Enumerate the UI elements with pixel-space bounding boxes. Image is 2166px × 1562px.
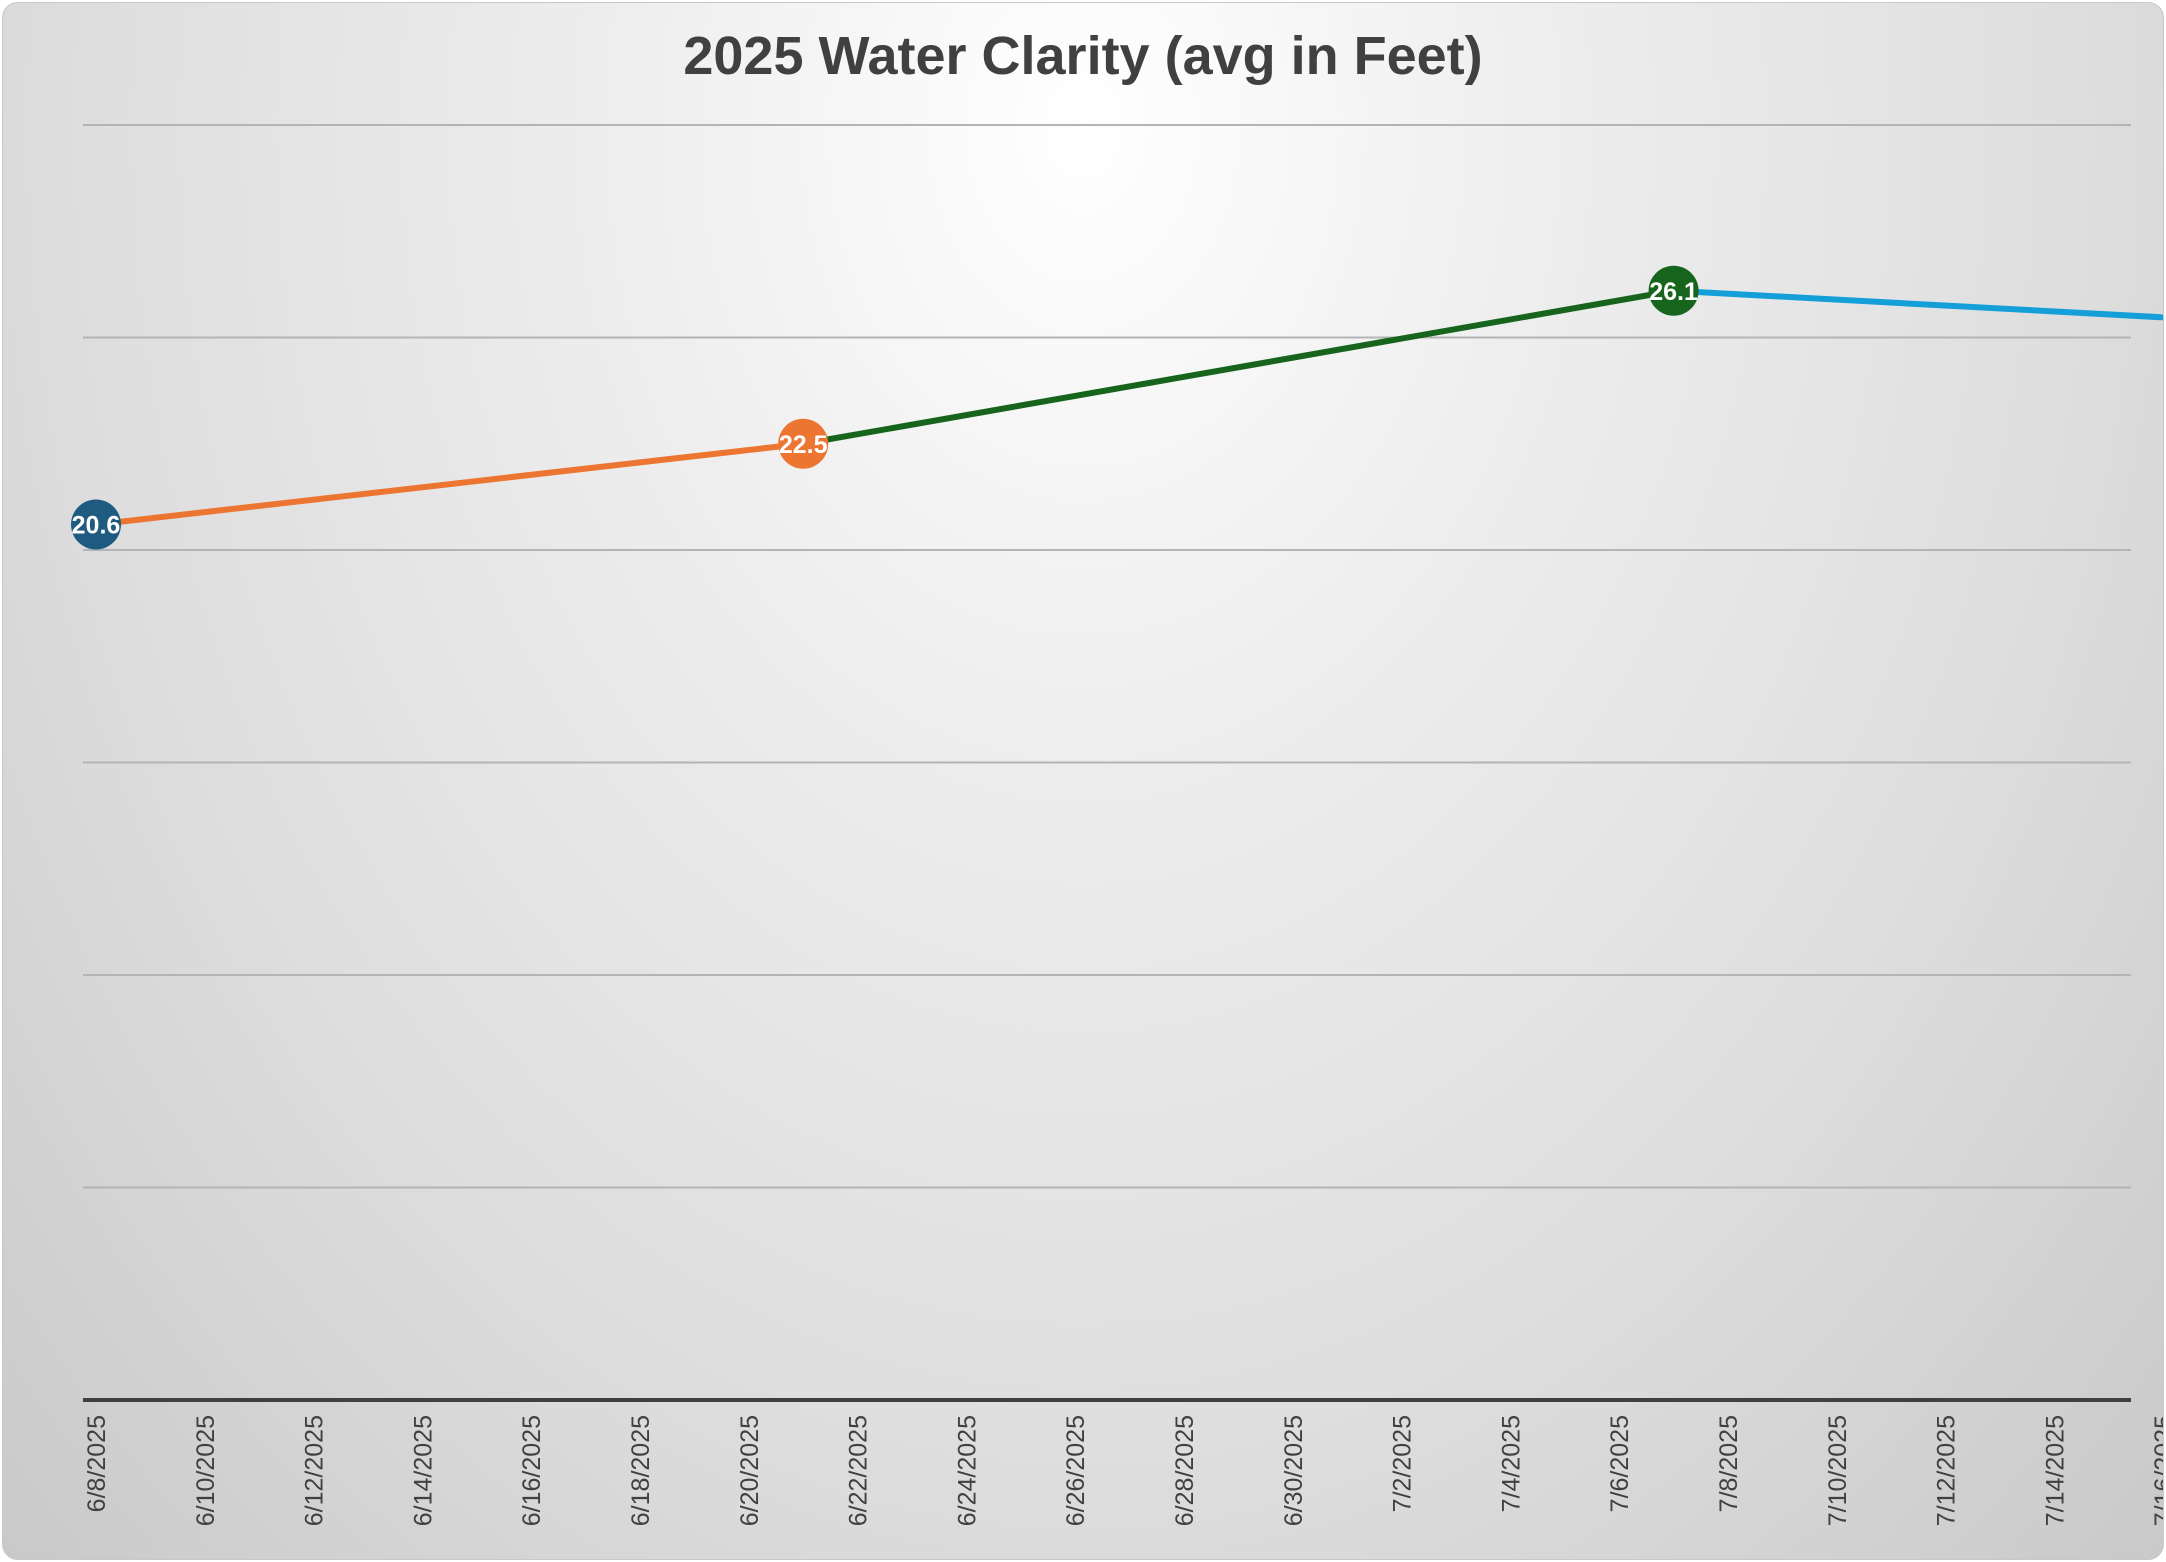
x-tick-label: 6/24/2025	[953, 1415, 981, 1526]
x-tick-label: 7/8/2025	[1715, 1415, 1743, 1512]
x-tick-label: 6/16/2025	[518, 1415, 546, 1526]
x-tick-label: 7/4/2025	[1497, 1415, 1525, 1512]
data-point-marker	[778, 418, 829, 469]
chart-title: 2025 Water Clarity (avg in Feet)	[683, 26, 1483, 86]
data-label: 26.1	[1649, 278, 1698, 306]
data-label: 22.5	[779, 431, 828, 459]
series-lines	[93, 287, 2163, 528]
x-tick-labels: 6/8/2025 6/10/2025 6/12/2025 6/14/2025 6/16/…	[83, 1415, 2163, 1526]
x-tick-label: 6/12/2025	[301, 1415, 329, 1526]
gridlines	[83, 124, 2131, 1189]
series-segment	[93, 440, 807, 528]
x-tick-label: 7/2/2025	[1389, 1415, 1417, 1512]
x-tick-label: 6/30/2025	[1280, 1415, 1308, 1526]
line-chart: 6/8/2025 6/10/2025 6/12/2025 6/14/2025 6/16/…	[71, 124, 2163, 1526]
x-tick-label: 6/14/2025	[409, 1415, 437, 1526]
series-segment	[1670, 287, 2163, 321]
data-point-marker	[71, 499, 121, 550]
x-tick-label: 6/10/2025	[192, 1415, 220, 1526]
x-tick-label: 6/26/2025	[1062, 1415, 1090, 1526]
x-tick-label: 7/16/2025	[2150, 1415, 2163, 1526]
data-label: 20.6	[72, 512, 121, 540]
x-tick-label: 6/20/2025	[736, 1415, 764, 1526]
x-tick-label: 6/8/2025	[83, 1415, 111, 1512]
x-tick-label: 7/6/2025	[1606, 1415, 1634, 1512]
x-tick-label: 7/12/2025	[1933, 1415, 1961, 1526]
data-point-marker	[1648, 265, 1699, 316]
x-tick-label: 7/10/2025	[1824, 1415, 1852, 1526]
series-segment	[800, 287, 1677, 447]
x-tick-label: 7/14/2025	[2041, 1415, 2069, 1526]
x-tick-label: 6/28/2025	[1171, 1415, 1199, 1526]
x-tick-label: 6/18/2025	[627, 1415, 655, 1526]
x-tick-label: 6/22/2025	[845, 1415, 873, 1526]
data-points: 20.622.526.124.525.4Series1,	[71, 265, 1699, 550]
